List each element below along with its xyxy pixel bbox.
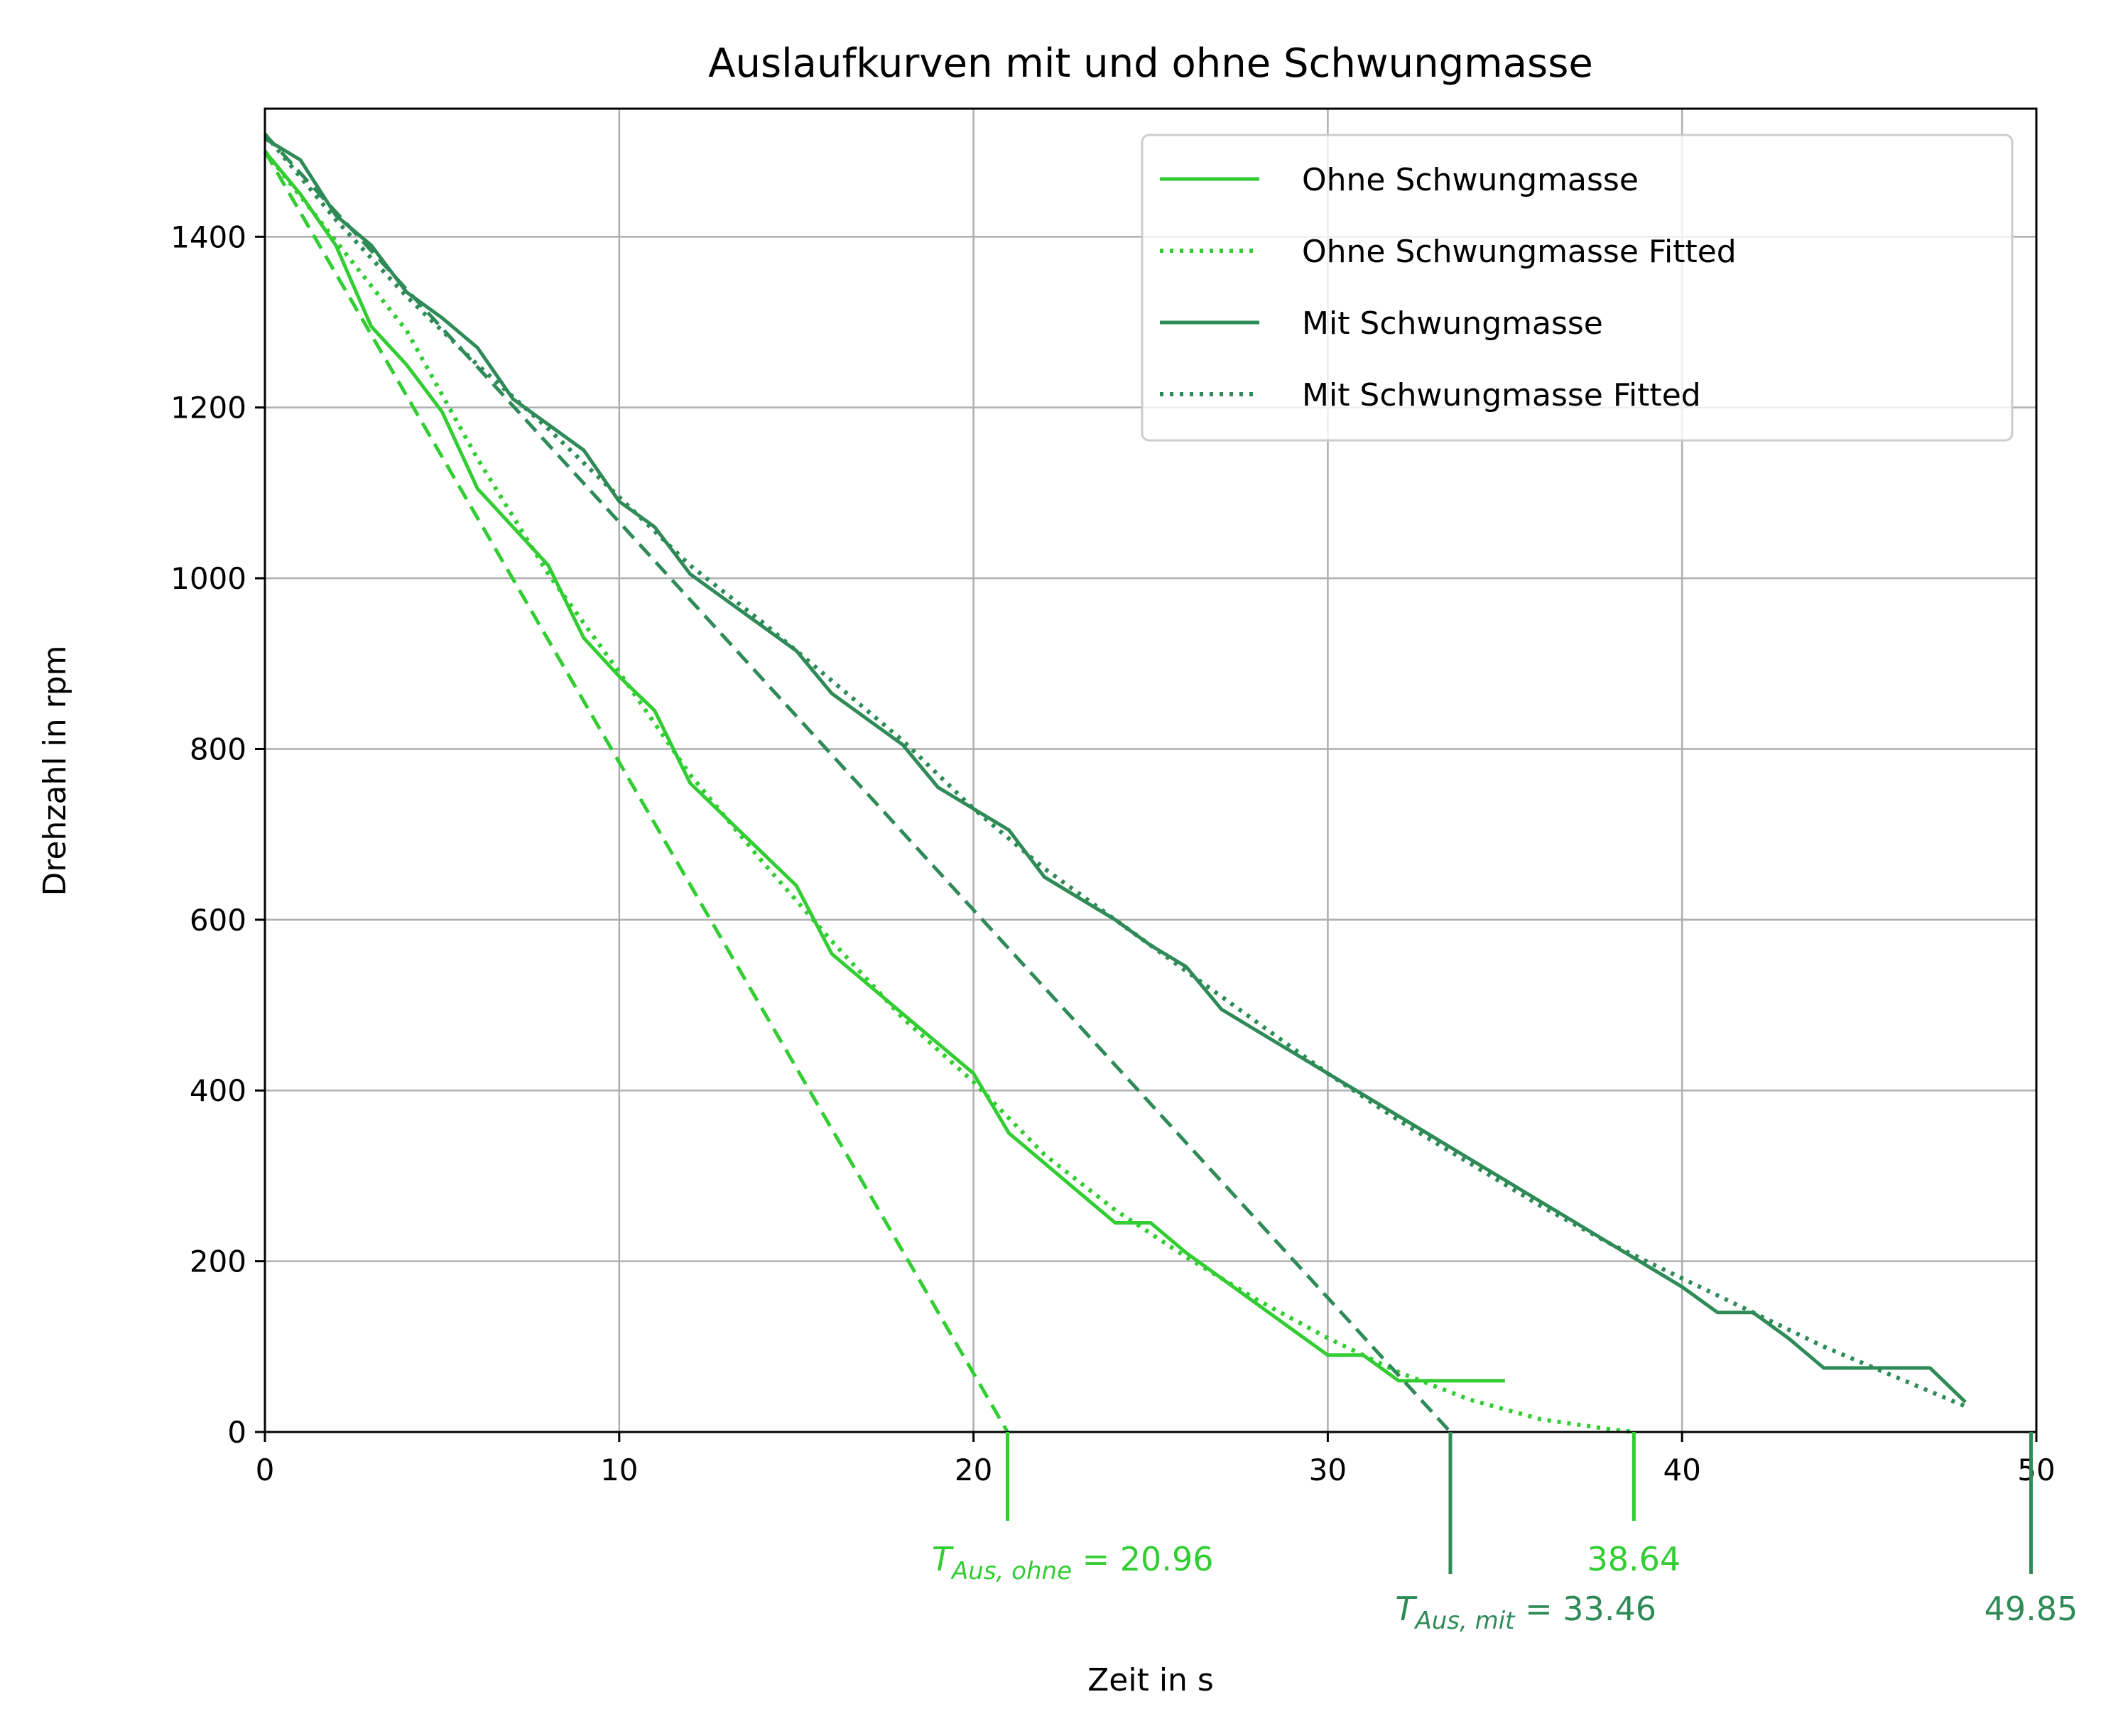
series-line-mit-schwungmasse-fitted	[263, 133, 1967, 1409]
annotations: TAus, ohne = 20.96 TAus, mit = 33.46 38.64…	[932, 1432, 2078, 1635]
y-tick-label: 600	[190, 903, 246, 938]
legend-label: Ohne Schwungmasse	[1302, 162, 1639, 198]
series-line-ohne-schwungmasse	[264, 150, 1505, 1383]
x-tick-label: 50	[2017, 1453, 2055, 1487]
x-tick-label: 0	[256, 1453, 275, 1487]
series-layer	[263, 133, 1967, 1434]
chart-title: Auslaufkurven mit und ohne Schwungmasse	[708, 40, 1593, 87]
series-line-line-5	[264, 133, 1452, 1433]
legend: Ohne Schwungmasse Ohne Schwungmasse Fitte…	[1141, 134, 2014, 442]
x-tick-label: 10	[600, 1453, 638, 1487]
legend-frame	[1141, 134, 2014, 442]
y-tick-label: 1000	[170, 561, 246, 596]
y-tick-label: 0	[227, 1415, 246, 1450]
annotation-label: TAus, ohne = 20.96	[932, 1540, 1214, 1585]
series-line-mit-schwungmasse	[264, 136, 1967, 1404]
legend-label: Mit Schwungmasse Fitted	[1302, 377, 1701, 413]
y-axis-label: Drehzahl in rpm	[37, 645, 73, 896]
annotation-label: TAus, mit = 33.46	[1395, 1590, 1656, 1635]
series-line-ohne-schwungmasse-fitted	[263, 150, 1634, 1434]
x-tick-label: 20	[955, 1453, 992, 1487]
x-axis-label: Zeit in s	[1087, 1662, 1214, 1698]
ticks: 0 10 20 30 40 50 0 200 400 600 800 1000 1200 1400	[170, 219, 2056, 1487]
annotation-label: 38.64	[1587, 1540, 1681, 1578]
series-line-line-2	[263, 150, 1009, 1433]
y-tick-label: 800	[190, 732, 246, 766]
x-tick-label: 30	[1309, 1453, 1347, 1487]
y-tick-label: 400	[190, 1073, 246, 1108]
y-tick-label: 1400	[170, 219, 246, 254]
legend-label: Ohne Schwungmasse Fitted	[1302, 234, 1737, 270]
x-tick-label: 40	[1663, 1453, 1700, 1487]
plot-frame	[264, 107, 2038, 1433]
annotation-label: 49.85	[1984, 1590, 2078, 1628]
legend-label: Mit Schwungmasse	[1302, 305, 1603, 342]
y-tick-label: 200	[190, 1244, 246, 1279]
y-tick-label: 1200	[170, 391, 246, 425]
